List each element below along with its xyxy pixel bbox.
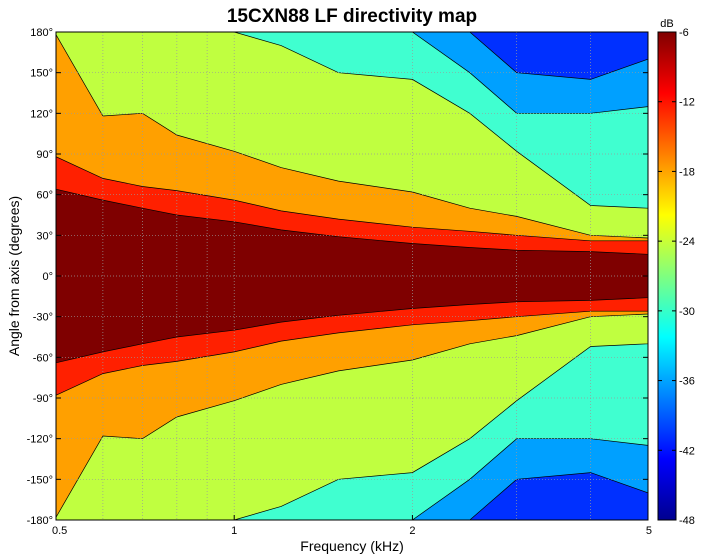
y-axis-label: Angle from axis (degrees): [6, 196, 22, 356]
colorbar: dB -6 -12 -18 -24 -30 -36 -42 -48: [657, 18, 695, 527]
x-axis-label: Frequency (kHz): [300, 538, 403, 554]
x-axis-ticks: 0.5 1 2 5: [52, 515, 652, 537]
colorbar-tick-label: -42: [679, 445, 695, 457]
colorbar-tick-label: -48: [679, 515, 695, 527]
y-tick-label: -120°: [27, 434, 53, 446]
colorbar-tick-label: -30: [679, 306, 695, 318]
y-tick-label: 60°: [36, 190, 53, 202]
x-tick-label: 1: [231, 525, 237, 537]
y-tick-label: 30°: [36, 230, 53, 242]
y-tick-label: -150°: [27, 474, 53, 486]
colorbar-tick-label: -12: [679, 97, 695, 109]
y-tick-label: 150°: [30, 68, 53, 80]
colorbar-tick-label: -24: [679, 236, 695, 248]
x-tick-label: 0.5: [52, 525, 67, 537]
colorbar-tick-label: -36: [679, 376, 695, 388]
y-tick-label: 180°: [30, 27, 53, 39]
y-axis-ticks: 180° 150° 120° 90° 60° 30° 0° -30° -60° -90° -120°…: [27, 27, 648, 527]
y-tick-label: 0°: [42, 271, 53, 283]
y-tick-label: 120°: [30, 108, 53, 120]
grid-lines: [56, 32, 648, 520]
colorbar-tick-label: -18: [679, 166, 695, 178]
x-tick-label: 2: [409, 525, 415, 537]
colorbar-unit-label: dB: [660, 18, 673, 30]
y-tick-label: -30°: [33, 312, 53, 324]
plot-area: [55, 31, 649, 521]
x-tick-label: 5: [646, 525, 652, 537]
chart-title: 15CXN88 LF directivity map: [227, 6, 477, 27]
y-tick-label: 90°: [36, 149, 53, 161]
contour-bands: [56, 32, 648, 520]
colorbar-gradient: [657, 31, 677, 521]
y-tick-label: -180°: [27, 515, 53, 527]
y-tick-label: -60°: [33, 352, 53, 364]
colorbar-ticks: -6 -12 -18 -24 -30 -36 -42 -48: [658, 27, 695, 527]
y-tick-label: -90°: [33, 393, 53, 405]
colorbar-tick-label: -6: [679, 27, 689, 39]
